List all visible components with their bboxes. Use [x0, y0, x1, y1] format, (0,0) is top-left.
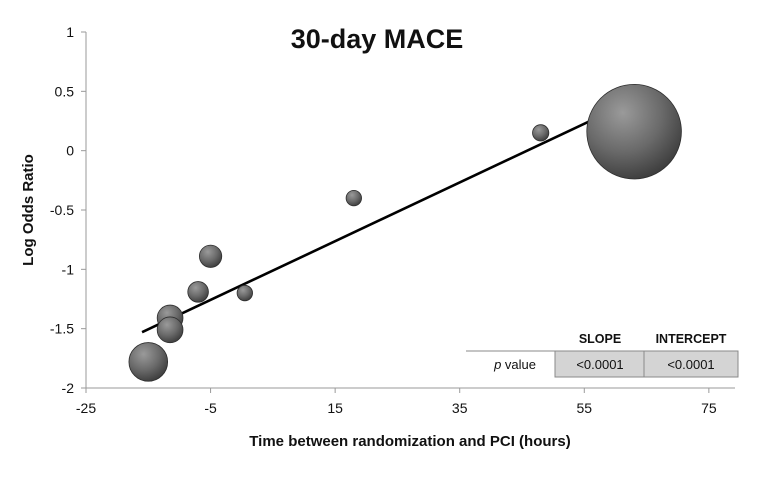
x-tick-label: 75: [701, 400, 717, 416]
table-cell-slope: <0.0001: [576, 357, 623, 372]
table-cell-intercept-box: [643, 350, 739, 378]
x-ticks: -25 -5 15 35 55 75: [76, 388, 717, 416]
y-tick-label: -0.5: [50, 202, 74, 218]
y-tick-label: -2: [62, 380, 75, 396]
table-cell-intercept: <0.0001: [667, 357, 714, 372]
y-tick-label: 1: [66, 24, 74, 40]
x-tick-label: 15: [327, 400, 343, 416]
data-bubble: [236, 284, 253, 302]
y-axis-title: Log Odds Ratio: [20, 154, 37, 266]
x-tick-label: -25: [76, 400, 96, 416]
x-tick-label: 55: [576, 400, 592, 416]
table-header-slope: SLOPE: [579, 332, 621, 346]
x-tick-label: -5: [204, 400, 217, 416]
data-bubble: [156, 316, 184, 344]
data-bubble: [532, 124, 550, 142]
table-row-label-p: p: [493, 357, 501, 372]
x-axis-title: Time between randomization and PCI (hour…: [249, 433, 570, 450]
y-tick-label: -1: [62, 261, 75, 277]
y-tick-label: -1.5: [50, 321, 74, 337]
data-bubble: [586, 83, 682, 180]
bubbles: [128, 83, 682, 382]
y-tick-label: 0: [66, 143, 74, 159]
chart-title: 30-day MACE: [291, 24, 464, 54]
y-tick-label: 0.5: [55, 83, 75, 99]
data-bubble: [198, 244, 223, 268]
table-header-intercept: INTERCEPT: [656, 332, 727, 346]
table-row-label: p value: [493, 357, 536, 372]
stats-table: SLOPE INTERCEPT p value <0.0001 <0.0001: [466, 332, 739, 378]
data-bubble: [345, 189, 362, 207]
table-row-label-value: value: [501, 357, 536, 372]
y-ticks: 1 0.5 0 -0.5 -1 -1.5 -2: [50, 24, 86, 396]
data-bubble: [128, 342, 169, 382]
table-cell-slope-box: [554, 350, 645, 378]
x-tick-label: 35: [452, 400, 468, 416]
data-bubble: [187, 281, 209, 303]
regression-line: [141, 102, 629, 334]
